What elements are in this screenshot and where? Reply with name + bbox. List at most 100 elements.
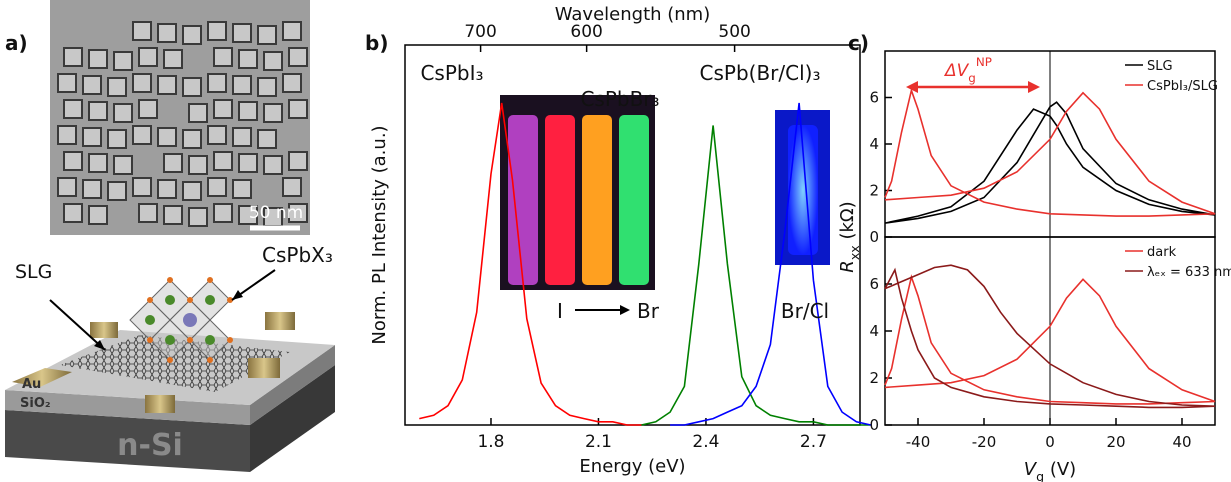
nanocube [138,47,158,67]
schematic-label: Au [22,377,41,392]
x-tick-label: 2.7 [800,432,827,452]
nanocube [82,127,102,147]
label-part: V [1024,459,1038,480]
nanocube [188,207,208,227]
nanocube [57,125,77,145]
nanocube [207,177,227,197]
series-label: CsPb(Br/Cl)₃ [700,61,821,85]
x-axis-label: Vg (V) [1024,459,1076,482]
nanocube [63,203,83,223]
nanocube [132,177,152,197]
nanocube [113,103,133,123]
nanocube [63,99,83,119]
nanocube [257,77,277,97]
legend-label: dark [1147,245,1177,260]
nanocube [163,205,183,225]
nanocube [207,73,227,93]
nanocube [207,21,227,41]
nanocube [182,25,202,45]
nanocube [232,75,252,95]
nanocube [132,73,152,93]
nanocube [213,47,233,67]
nanocube [288,203,308,223]
y-tick-label: 4 [869,135,879,153]
x-tick-label: 2.4 [692,432,719,452]
nanocube [282,73,302,93]
nanocube [157,179,177,199]
nanocube [188,155,208,175]
schematic-label: CsPbX₃ [262,243,333,267]
nanocube [57,73,77,93]
annotation: ΔVgNP [943,55,992,85]
schematic-label: SLG [15,261,52,283]
x2-axis-label: Wavelength (nm) [555,4,711,25]
data-line [884,87,1216,217]
nanocube [282,177,302,197]
y-axis-label: Rxx (kΩ) [837,201,862,272]
x-tick-label: 2.1 [585,432,612,452]
annotation-arrow-head [906,81,918,93]
nanocube [157,75,177,95]
nanocube [263,155,283,175]
nanocube [163,49,183,69]
nanocube [257,129,277,149]
nanocube [113,51,133,71]
x-tick-label: 20 [1106,433,1125,451]
schematic-label: SiO₂ [20,396,51,411]
nanocube [207,125,227,145]
nanocube [63,47,83,67]
schematic-label: n-Si [117,428,183,463]
nanocube [138,99,158,119]
label-part: ΔV [943,61,970,81]
nanocube [282,21,302,41]
nanocube [107,129,127,149]
nanocube [88,153,108,173]
nanocube [188,103,208,123]
nanocube [63,151,83,171]
y-tick-label: 2 [869,369,879,387]
nanocube [263,103,283,123]
vial [619,115,649,285]
nanocube [88,205,108,225]
y-tick-label: 0 [869,228,879,246]
nanocube [238,101,258,121]
nanocube [288,47,308,67]
nanocube [232,23,252,43]
x-axis-label: Energy (eV) [579,456,685,477]
nanocubes [57,21,308,227]
y-tick-label: 0 [869,416,879,434]
panel-label: b) [365,31,388,55]
label-part: xx [847,245,862,260]
y-tick-label: 6 [869,89,879,107]
data-line [670,102,871,426]
device-schematic [5,269,335,472]
data-line [884,101,1216,224]
nanocube [238,205,258,225]
legend-label: SLG [1147,59,1173,74]
nanocube [288,151,308,171]
annotation-arrow-head [1028,81,1040,93]
arrow-head [620,305,630,315]
nanocube [213,151,233,171]
label-part: (V) [1044,459,1076,480]
nanocube [88,101,108,121]
nanocube [163,153,183,173]
series-label: CsPbBr₃ [580,87,659,111]
x-tick-label: 40 [1172,433,1191,451]
x-tick-label: 0 [1045,433,1055,451]
nanocube [132,21,152,41]
data-line [419,102,642,426]
data-line [641,125,871,426]
nanocube [157,127,177,147]
vial [545,115,575,285]
nanocube [288,99,308,119]
vial [508,115,538,285]
y-tick-label: 6 [869,275,879,293]
nanocube [182,77,202,97]
nanocube [257,25,277,45]
nanocube [88,49,108,69]
nanocube [113,155,133,175]
label-part: g [968,71,976,85]
panel-label: a) [5,31,28,55]
